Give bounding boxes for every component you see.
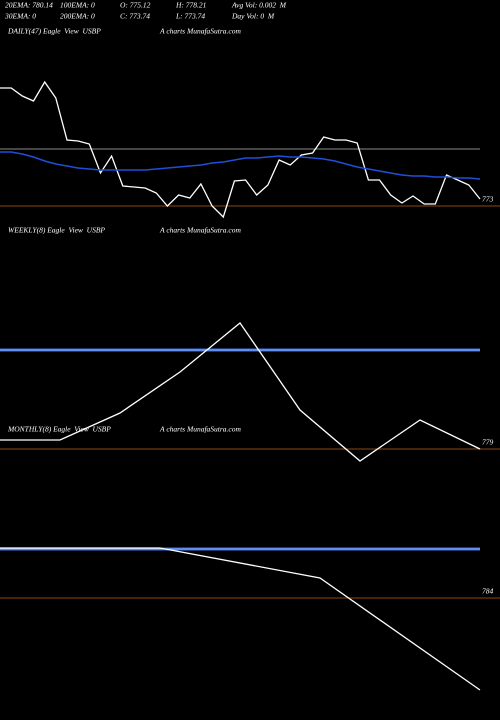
header-stat: 30EMA: 0 (4, 12, 36, 21)
panel-title: DAILY(47) Eagle View USBP (7, 27, 101, 36)
panel-source: A charts MunafaSutra.com (159, 27, 241, 36)
price-label: 773 (482, 195, 494, 204)
panel-source: A charts MunafaSutra.com (159, 226, 241, 235)
header-stat: 20EMA: 780.14 (5, 1, 53, 10)
panel-title: WEEKLY(8) Eagle View USBP (8, 226, 105, 235)
price-label: 784 (482, 587, 494, 596)
header-stat: H: 778.21 (175, 1, 206, 10)
panel-source: A charts MunafaSutra.com (159, 425, 241, 434)
header-stat: 100EMA: 0 (60, 1, 95, 10)
header-stat: L: 773.74 (175, 12, 205, 21)
header-stat: Avg Vol: 0.002 M (231, 1, 287, 10)
header-stat: 200EMA: 0 (60, 12, 95, 21)
price-line-series (0, 151, 481, 180)
header-stat: C: 773.74 (120, 12, 150, 21)
header-stat: Day Vol: 0 M (231, 12, 275, 21)
price-line-series (0, 80, 481, 219)
price-label: 779 (482, 438, 494, 447)
price-line-series (0, 322, 481, 462)
panel-title: MONTHLY(8) Eagle View USBP (7, 425, 111, 434)
price-line-series (0, 547, 481, 691)
header-stat: O: 775.12 (120, 1, 151, 10)
